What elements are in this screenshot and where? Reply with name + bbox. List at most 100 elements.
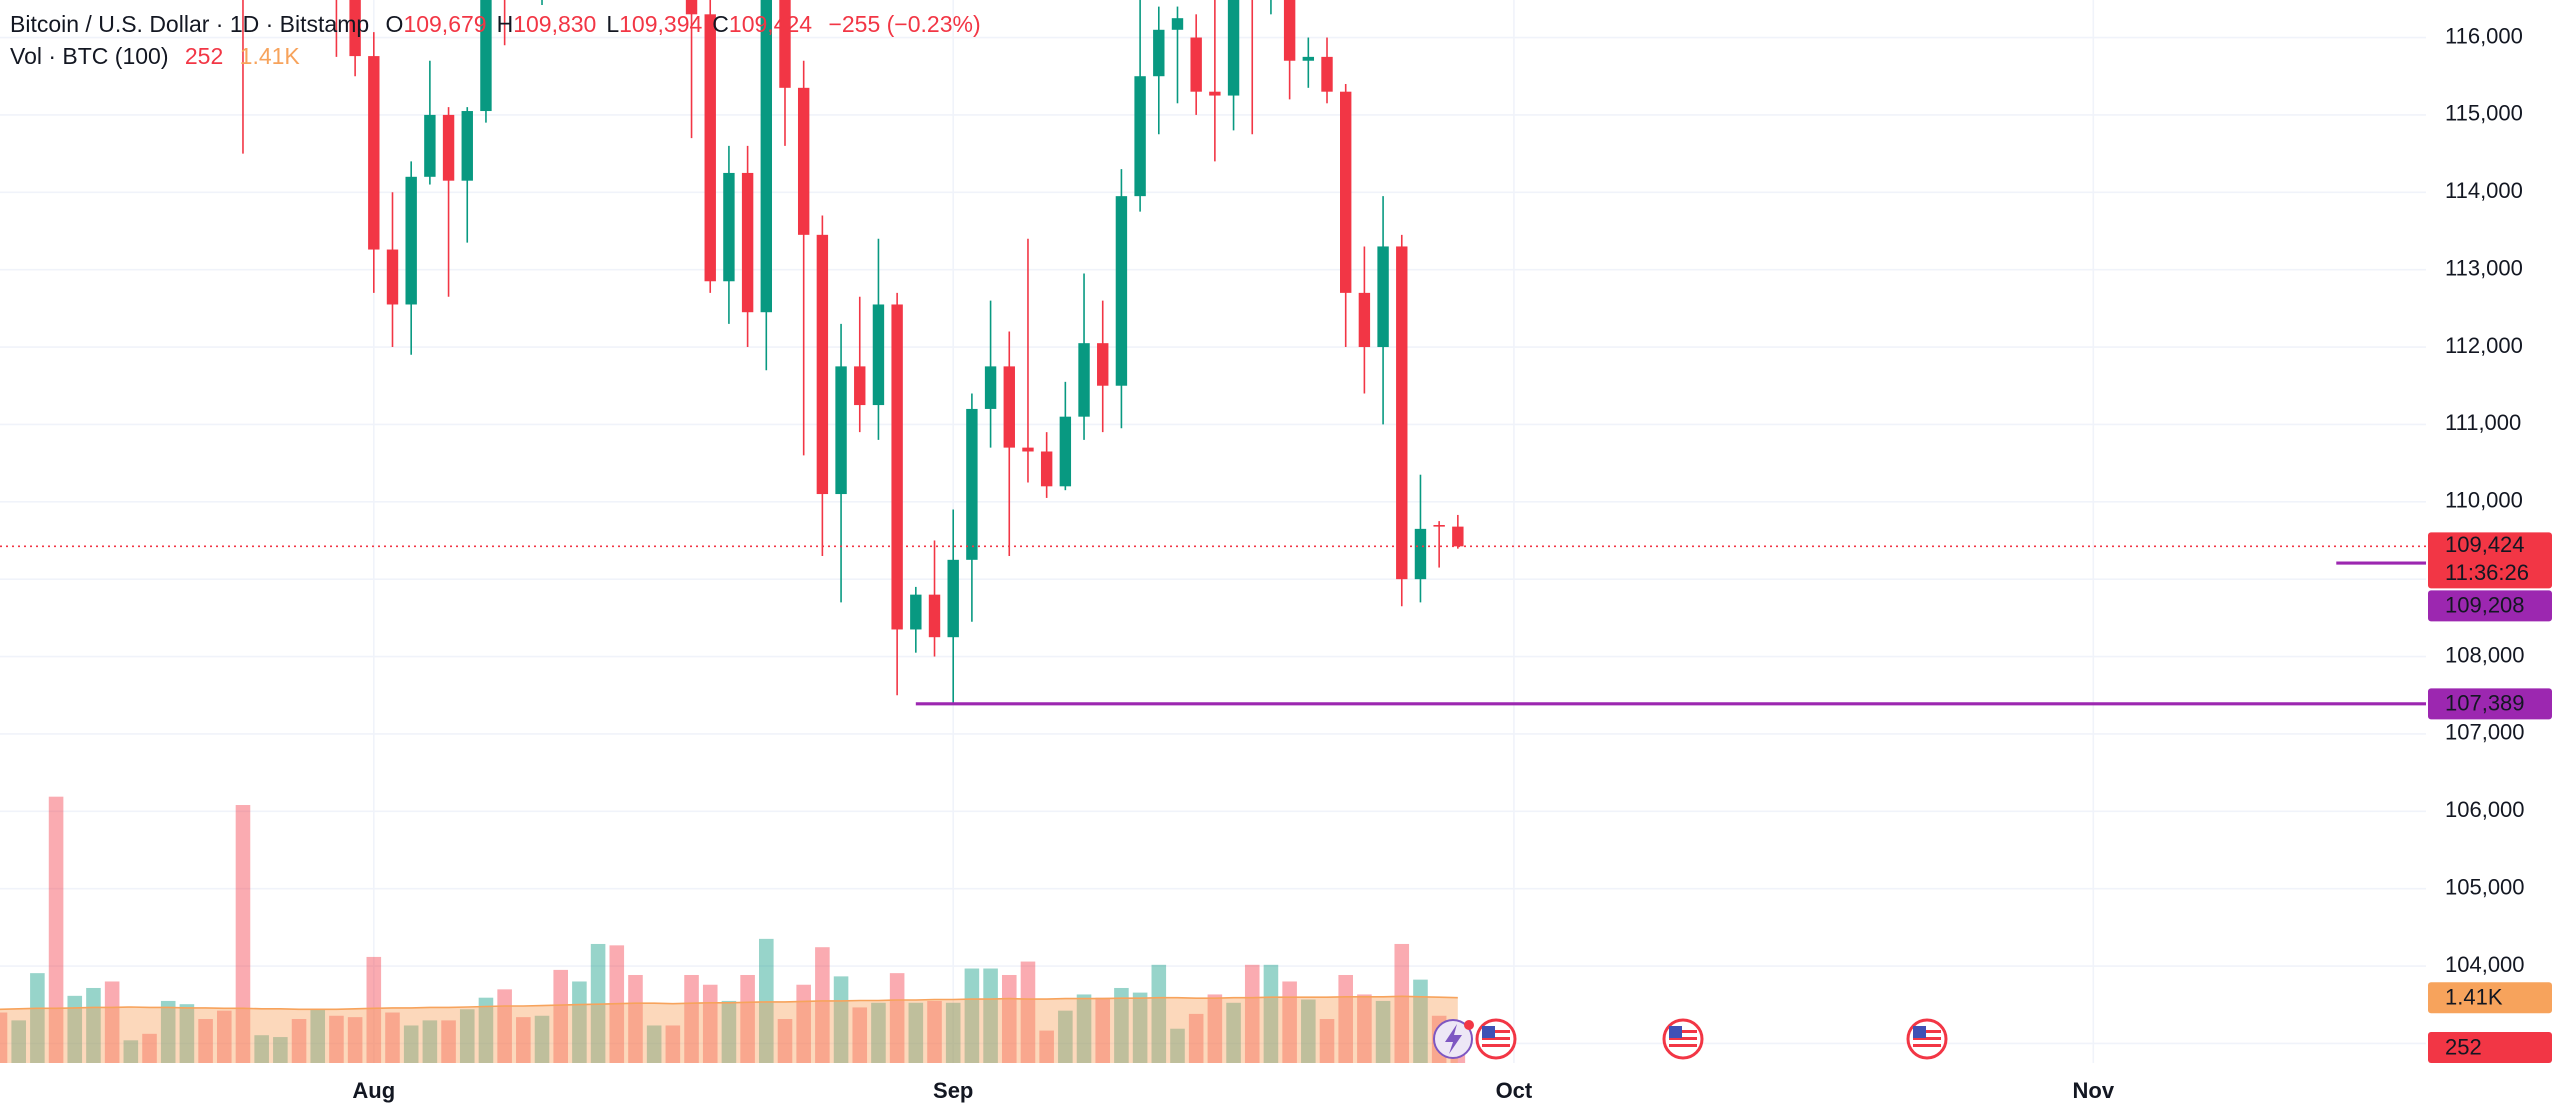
volume-bar bbox=[11, 1020, 26, 1063]
volume-bar bbox=[291, 1018, 307, 1063]
volume-bar bbox=[646, 1025, 662, 1063]
volume-bar bbox=[1207, 994, 1223, 1063]
candle-body bbox=[1377, 246, 1389, 348]
ohlc: O109,679 H109,830 L109,394 C109,424 bbox=[376, 11, 813, 37]
candle-body bbox=[1190, 37, 1202, 92]
volume-bar bbox=[702, 984, 718, 1063]
candle-body bbox=[1171, 18, 1184, 30]
x-tick-label: Oct bbox=[1496, 1078, 1533, 1103]
volume-bar bbox=[1058, 1010, 1073, 1063]
volume-bar bbox=[254, 1035, 269, 1063]
candle-body bbox=[1003, 366, 1015, 448]
volume-bar bbox=[1076, 994, 1092, 1063]
volume-bar bbox=[1319, 1018, 1335, 1063]
volume-bar bbox=[179, 1004, 195, 1063]
event-icon[interactable] bbox=[1662, 1018, 1704, 1060]
ohlc-key: O bbox=[385, 11, 404, 37]
volume-bar bbox=[1394, 943, 1410, 1063]
candle-body bbox=[1227, 0, 1240, 96]
candle-body bbox=[928, 594, 941, 638]
legend: Bitcoin / U.S. Dollar · 1D · Bitstamp O1… bbox=[10, 8, 981, 72]
volume-bar bbox=[422, 1020, 438, 1063]
axes: 103,000104,000105,000106,000107,000108,0… bbox=[352, 23, 2552, 1103]
volume-bar bbox=[815, 947, 830, 1063]
price-label-box bbox=[2428, 1032, 2552, 1063]
ohlc-value: 109,394 bbox=[619, 11, 703, 37]
volume-bar bbox=[1170, 1028, 1185, 1063]
volume-bar bbox=[908, 1002, 924, 1063]
price-label-text: 11:36:26 bbox=[2445, 560, 2529, 585]
volume-bar bbox=[534, 1015, 550, 1063]
price-label-text: 252 bbox=[2445, 1034, 2482, 1059]
candle-body bbox=[816, 234, 829, 495]
candle-body bbox=[1115, 196, 1128, 386]
candle-body bbox=[349, 0, 361, 57]
y-tick-label: 114,000 bbox=[2445, 178, 2523, 203]
volume-bar bbox=[740, 974, 755, 1063]
ohlc-value: 109,830 bbox=[513, 11, 597, 37]
y-tick-label: 112,000 bbox=[2445, 333, 2523, 358]
y-tick-label: 107,000 bbox=[2445, 720, 2525, 745]
change: −255 (−0.23%) bbox=[828, 11, 981, 37]
y-tick-label: 113,000 bbox=[2445, 255, 2523, 280]
volume-bar bbox=[347, 1017, 363, 1063]
y-tick-label: 106,000 bbox=[2445, 797, 2525, 822]
price-label-box bbox=[2428, 532, 2552, 589]
volume-bar bbox=[983, 968, 998, 1063]
candle-body bbox=[1302, 56, 1315, 61]
volume-bar bbox=[945, 1002, 961, 1063]
candle-body bbox=[1059, 416, 1072, 487]
volume-bar bbox=[198, 1018, 213, 1063]
volume-bar bbox=[1114, 987, 1129, 1063]
event-icons bbox=[1433, 1018, 1948, 1060]
x-tick-label: Sep bbox=[933, 1078, 973, 1103]
y-tick-label: 110,000 bbox=[2445, 488, 2523, 513]
volume-bar bbox=[497, 989, 512, 1063]
volume-bar bbox=[123, 1040, 139, 1063]
candle-body bbox=[424, 114, 436, 177]
y-tick-label: 108,000 bbox=[2445, 642, 2525, 667]
ohlc-value: 109,679 bbox=[403, 11, 487, 37]
candle-body bbox=[891, 304, 903, 630]
candle-body bbox=[1358, 292, 1371, 348]
volume-bar bbox=[329, 1015, 344, 1063]
volume-bar bbox=[273, 1037, 288, 1063]
y-tick-label: 105,000 bbox=[2445, 874, 2525, 899]
volume-bar bbox=[478, 997, 494, 1063]
candle-body bbox=[1097, 343, 1109, 386]
price-label-text: 109,424 bbox=[2445, 532, 2525, 557]
volume-ma-area bbox=[0, 996, 1458, 1063]
candle-body bbox=[779, 0, 791, 88]
volume-value: 252 bbox=[184, 43, 224, 69]
volume-bar bbox=[235, 805, 251, 1063]
volume-bar bbox=[459, 1009, 475, 1063]
ohlc-key: C bbox=[712, 11, 729, 37]
event-icon[interactable] bbox=[1433, 1019, 1474, 1059]
candle-body bbox=[685, 0, 698, 15]
grid bbox=[0, 0, 2426, 1063]
candle-body bbox=[1433, 525, 1445, 527]
volume-bar bbox=[852, 1007, 868, 1063]
volume-bar bbox=[628, 974, 643, 1063]
volume-bar bbox=[871, 1002, 886, 1063]
candle-body bbox=[910, 594, 922, 630]
volume-bar bbox=[927, 1000, 942, 1063]
candle-body bbox=[835, 366, 847, 495]
ohlc-key: H bbox=[496, 11, 514, 37]
event-icon[interactable] bbox=[1475, 1018, 1517, 1060]
volume-bar bbox=[1039, 1030, 1054, 1063]
candle-body bbox=[704, 14, 716, 282]
volume-bar bbox=[67, 995, 83, 1063]
candle-body bbox=[966, 408, 978, 560]
volume-bar bbox=[1263, 964, 1279, 1063]
y-tick-label: 116,000 bbox=[2445, 23, 2523, 48]
volume-bar bbox=[1375, 1000, 1391, 1063]
volume-bar bbox=[30, 973, 45, 1063]
event-icon[interactable] bbox=[1906, 1018, 1948, 1060]
volume-bar bbox=[403, 1025, 419, 1063]
price-label-text: 107,389 bbox=[2445, 691, 2525, 716]
volume-bar bbox=[0, 1012, 8, 1063]
volume-bar bbox=[1001, 974, 1017, 1063]
